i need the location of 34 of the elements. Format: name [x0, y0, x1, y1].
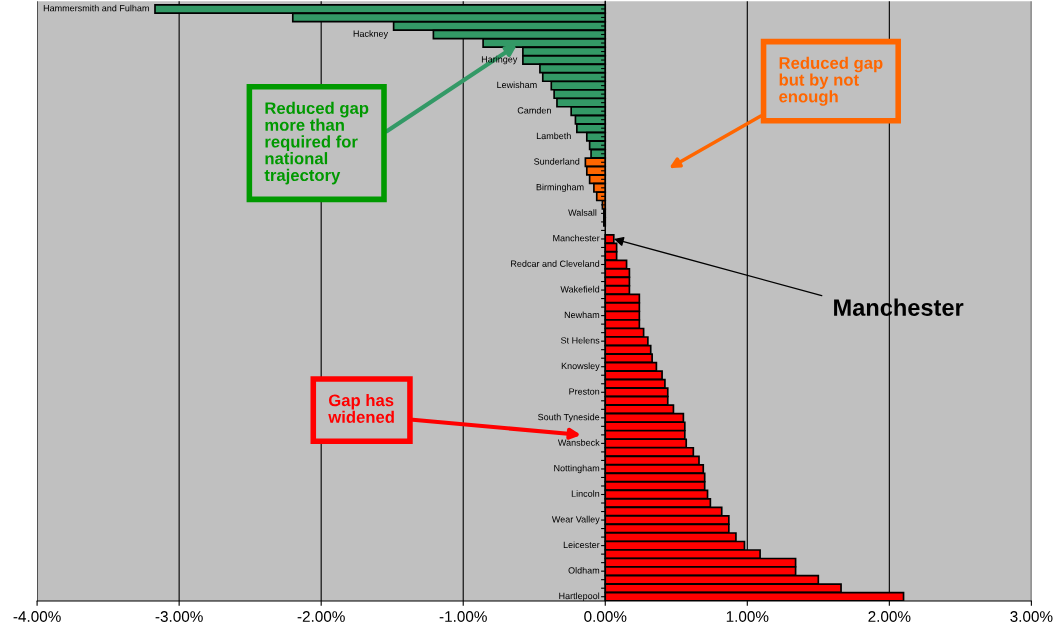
y-tick-label: Wear Valley — [551, 515, 600, 525]
x-tick-label: 2.00% — [868, 611, 911, 622]
y-tick-label: Sunderland — [534, 158, 580, 165]
y-tick-label: Preston — [569, 388, 600, 395]
annotation: Gap has widened — [328, 393, 394, 423]
y-tick-label: Walsall — [568, 209, 597, 216]
y-tick-label: Redcar and Cleveland — [511, 260, 600, 267]
y-tick-label: Lincoln — [571, 490, 600, 497]
annotation: Reduced gap but by not enough — [779, 56, 883, 106]
y-tick-label: Wansbeck — [557, 439, 600, 446]
x-tick-label: 1.00% — [726, 611, 769, 622]
x-tick-label: 3.00% — [1010, 611, 1053, 622]
x-tick-label: 0.00% — [584, 611, 627, 622]
y-tick-label: Camden — [517, 106, 551, 114]
y-tick-label: Lewisham — [497, 81, 537, 89]
y-tick-label: Hackney — [353, 30, 389, 39]
annotation: Reduced gap more than required for national trajectory — [264, 101, 369, 185]
y-tick-label: St Helens — [560, 336, 600, 344]
x-tick-label: -1.00% — [439, 611, 487, 622]
y-tick-label: Birmingham — [536, 183, 584, 193]
y-tick-label: Hartlepool — [559, 592, 600, 601]
y-tick-label: Lambeth — [536, 132, 571, 140]
y-tick-label: Nottingham — [554, 464, 600, 474]
x-tick-label: -2.00% — [297, 611, 345, 622]
y-tick-label: Leicester — [563, 541, 600, 549]
x-tick-label: -4.00% — [13, 611, 61, 622]
y-tick-label: Oldham — [568, 566, 600, 574]
y-tick-label: Wakefield — [560, 285, 600, 293]
y-tick-label: Knowsley — [561, 362, 600, 371]
y-tick-label: Hammersmith and Fulham — [43, 4, 149, 12]
y-tick-label: South Tyneside — [538, 413, 600, 423]
y-tick-label: Newham — [564, 311, 600, 319]
y-tick-label: Manchester — [553, 234, 600, 242]
x-tick-label: -3.00% — [155, 611, 203, 622]
